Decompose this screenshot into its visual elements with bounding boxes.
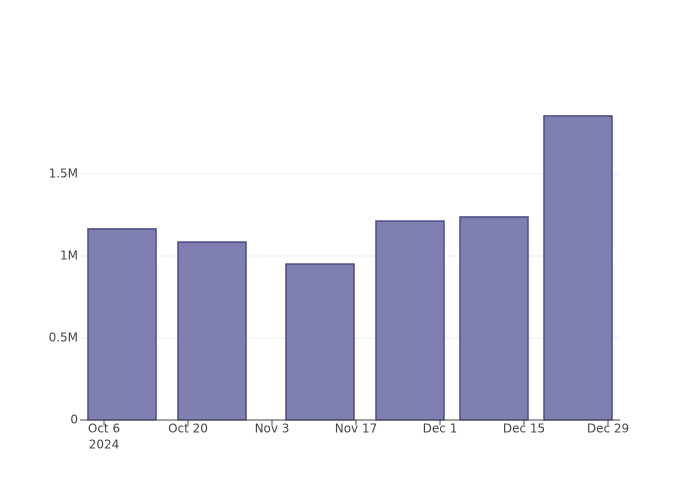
bar	[375, 220, 445, 421]
bar	[285, 263, 355, 421]
bar	[459, 216, 529, 421]
x-tick-label: Dec 15	[503, 422, 545, 436]
bar	[543, 115, 613, 421]
x-tick-label: Dec 29	[587, 422, 629, 436]
x-tick-label: Nov 3	[255, 422, 290, 436]
y-tick-label: 1M	[60, 249, 78, 263]
y-tick-label: 0.5M	[49, 331, 78, 345]
x-tick-label: Oct 20	[168, 422, 208, 436]
y-tick-label: 0	[70, 413, 78, 427]
x-tick-label: Oct 6	[88, 422, 120, 436]
bar	[87, 228, 157, 421]
x-tick-label: Dec 1	[423, 422, 458, 436]
x-tick-label: Nov 17	[335, 422, 378, 436]
y-tick-label: 1.5M	[49, 167, 78, 181]
x-year-label: 2024	[89, 438, 120, 452]
bar	[177, 241, 247, 421]
